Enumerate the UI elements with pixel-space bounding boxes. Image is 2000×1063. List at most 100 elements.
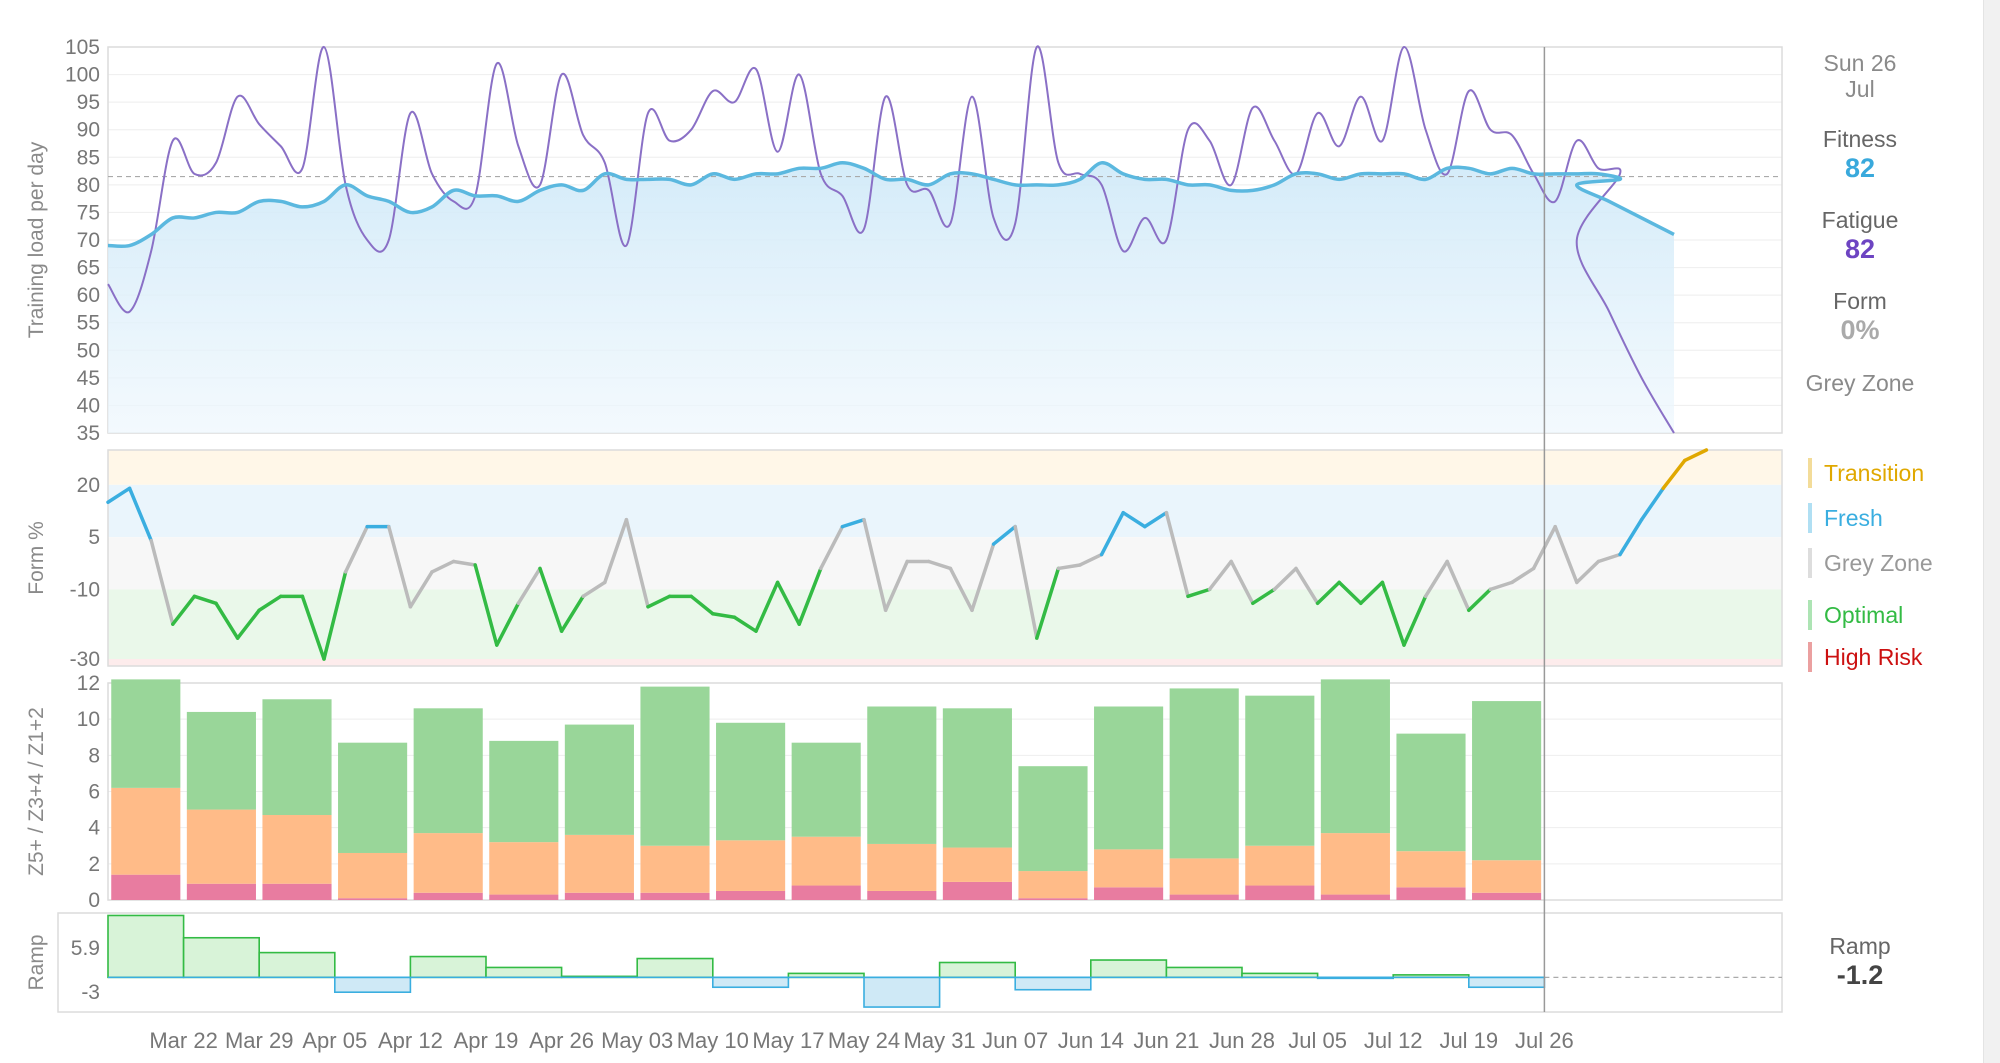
form-readout: Form 0% — [1790, 288, 1930, 346]
form-frame — [107, 449, 1783, 667]
fatigue-readout: Fatigue 82 — [1790, 207, 1930, 265]
ramp-bar-13 — [1090, 959, 1168, 979]
bar-z5-9 — [791, 885, 861, 900]
form-ytick-2: -10 — [70, 578, 100, 601]
bar-z5-15 — [1245, 885, 1315, 900]
bar-z12-0 — [111, 679, 181, 788]
form-segment — [646, 594, 672, 609]
form-projection-segment — [1661, 458, 1687, 491]
form-segment — [775, 580, 801, 626]
form-segment — [754, 580, 780, 633]
form-segment — [1575, 559, 1601, 585]
form-segment — [430, 559, 456, 574]
x-tick-0: Mar 22 — [149, 1028, 217, 1053]
cursor-date-day: Sun 26 — [1823, 50, 1897, 76]
fitness-line — [107, 161, 1675, 249]
x-tick-3: Apr 12 — [378, 1028, 443, 1053]
form-segment — [862, 517, 888, 613]
x-tick-16: Jul 12 — [1364, 1028, 1423, 1053]
bar-z5-17 — [1396, 887, 1466, 900]
bar-z12-10 — [867, 706, 937, 844]
form-zone-0 — [108, 450, 1782, 485]
x-axis: Mar 22 Mar 29 Apr 05 Apr 12 Apr 19 Apr 26 May … — [149, 1028, 1573, 1053]
form-segment — [797, 566, 823, 626]
x-tick-4: Apr 19 — [454, 1028, 519, 1053]
bar-z34-4 — [413, 833, 483, 893]
form-segment — [689, 594, 715, 616]
form-segment — [214, 601, 240, 640]
form-segment — [1467, 587, 1493, 613]
form-segment — [1186, 587, 1212, 599]
form-segment — [495, 601, 521, 647]
fatigue-value: 82 — [1844, 234, 1876, 264]
ramp-bar-12 — [1014, 976, 1092, 991]
bar-z5-2 — [262, 883, 332, 900]
bar-z5-16 — [1320, 894, 1390, 900]
bar-z34-1 — [186, 809, 256, 884]
scrollbar-track[interactable] — [1983, 0, 2000, 1063]
x-tick-10: May 31 — [904, 1028, 976, 1053]
zones-ytick-2: 8 — [88, 744, 100, 767]
bar-z12-13 — [1094, 706, 1164, 850]
bar-z12-5 — [489, 740, 559, 843]
form-segment — [127, 486, 153, 543]
zones-ytick-3: 6 — [88, 781, 100, 804]
form-segment — [1510, 566, 1536, 585]
form-ylabel: Form % — [25, 521, 48, 595]
load-ytick-13: 40 — [77, 394, 100, 417]
bar-z12-12 — [1018, 766, 1088, 872]
form-segment — [235, 608, 261, 640]
side-panel: Sun 26 Jul Fitness 82 Fatigue 82 Form 0%… — [1790, 0, 1990, 1063]
ramp-label: Ramp — [1829, 933, 1891, 959]
bar-z34-18 — [1472, 860, 1542, 893]
bar-z34-10 — [867, 843, 937, 891]
form-projection-segment — [1618, 517, 1644, 557]
bar-z5-4 — [413, 892, 483, 900]
bar-z12-15 — [1245, 695, 1315, 846]
form-segment — [343, 524, 369, 574]
bar-z34-8 — [716, 840, 786, 891]
fitness-value: 82 — [1844, 153, 1876, 183]
bar-z12-4 — [413, 708, 483, 834]
training-load-panel: 105 100 95 90 85 80 75 70 65 60 55 50 45 40 35 Training… — [25, 36, 1783, 445]
load-ytick-2: 95 — [77, 91, 100, 114]
x-tick-17: Jul 19 — [1439, 1028, 1498, 1053]
ramp-bar-7 — [636, 957, 714, 979]
fitness-readout: Fitness 82 — [1790, 126, 1930, 184]
form-segment — [1056, 563, 1082, 571]
form-segment — [1229, 559, 1255, 606]
bar-z12-7 — [640, 686, 710, 846]
form-segment — [192, 594, 218, 606]
ramp-bar-4 — [409, 955, 487, 979]
form-segment — [819, 524, 845, 571]
bar-z34-11 — [942, 847, 1012, 882]
bar-z5-1 — [186, 883, 256, 900]
ramp-bar-5 — [485, 966, 563, 979]
zone-readout: Grey Zone — [1790, 370, 1930, 397]
form-projection-segment — [1683, 448, 1709, 463]
form-segment — [106, 486, 132, 505]
form-segment — [473, 563, 499, 647]
load-ytick-14: 35 — [77, 422, 100, 445]
cursor-date-month: Jul — [1845, 76, 1875, 102]
form-segment — [1294, 566, 1320, 606]
form-legend-grey-zone: Grey Zone — [1808, 548, 1933, 578]
ramp-bar-3 — [333, 976, 412, 993]
form-ytick-3: -30 — [70, 648, 100, 671]
form-segment — [581, 580, 607, 599]
bar-z12-11 — [942, 708, 1012, 848]
bar-z5-5 — [489, 894, 559, 900]
form-segment — [1251, 587, 1277, 606]
zones-ytick-1: 10 — [77, 708, 100, 731]
form-segment — [1359, 580, 1385, 606]
bar-z5-18 — [1472, 892, 1542, 900]
zones-ytick-4: 4 — [88, 817, 100, 840]
x-tick-14: Jun 28 — [1209, 1028, 1275, 1053]
bar-z34-6 — [564, 834, 634, 893]
bar-z5-14 — [1169, 894, 1239, 900]
zones-ytick-5: 2 — [88, 853, 100, 876]
bar-z34-5 — [489, 842, 559, 895]
bar-z34-7 — [640, 845, 710, 893]
bar-z12-1 — [186, 711, 256, 810]
